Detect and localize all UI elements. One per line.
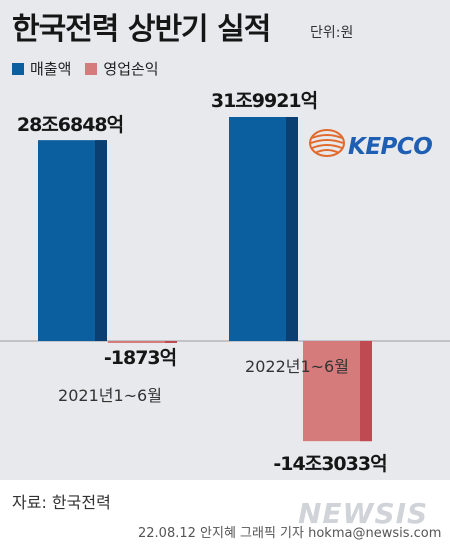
kepco-logo-icon bbox=[309, 129, 345, 157]
data-label-revenue-1: 31조9921억 bbox=[211, 90, 317, 112]
data-label-operating-profit-0: -1873억 bbox=[104, 347, 176, 369]
chart-title: 한국전력 상반기 실적 bbox=[12, 12, 271, 47]
legend-label-operating-profit: 영업손익 bbox=[103, 60, 159, 78]
bar-shade-revenue-0 bbox=[95, 140, 107, 341]
bar-chart: 28조6848억 31조9921억 -1873억 -14조3033억 2021년1~6월… bbox=[0, 90, 450, 475]
bar-operating-profit-0 bbox=[108, 341, 177, 343]
legend-swatch-revenue bbox=[12, 62, 24, 75]
data-label-operating-profit-1: -14조3033억 bbox=[273, 453, 386, 475]
newsis-watermark: NEWSIS bbox=[298, 497, 429, 530]
legend-item-revenue: 매출액 bbox=[12, 58, 71, 79]
bar-shade-revenue-1 bbox=[286, 117, 298, 341]
legend-swatch-operating-profit bbox=[85, 62, 98, 75]
category-label-1: 2022년1~6월 bbox=[245, 357, 349, 376]
unit-label: 단위:원 bbox=[310, 25, 354, 41]
legend: 매출액 영업손익 bbox=[12, 58, 173, 79]
data-label-revenue-0: 28조6848억 bbox=[17, 114, 123, 136]
bar-shade-operating-profit-0 bbox=[165, 341, 177, 343]
category-label-0: 2021년1~6월 bbox=[58, 386, 162, 405]
bar-shade-operating-profit-1 bbox=[360, 341, 372, 442]
legend-item-operating-profit: 영업손익 bbox=[85, 58, 159, 79]
source-note: 자료: 한국전력 bbox=[12, 493, 111, 512]
legend-label-revenue: 매출액 bbox=[30, 60, 72, 78]
kepco-logo-text: KEPCO bbox=[348, 134, 433, 160]
credit-line: 22.08.12 안지혜 그래픽 기자 hokma@newsis.com bbox=[138, 526, 442, 541]
